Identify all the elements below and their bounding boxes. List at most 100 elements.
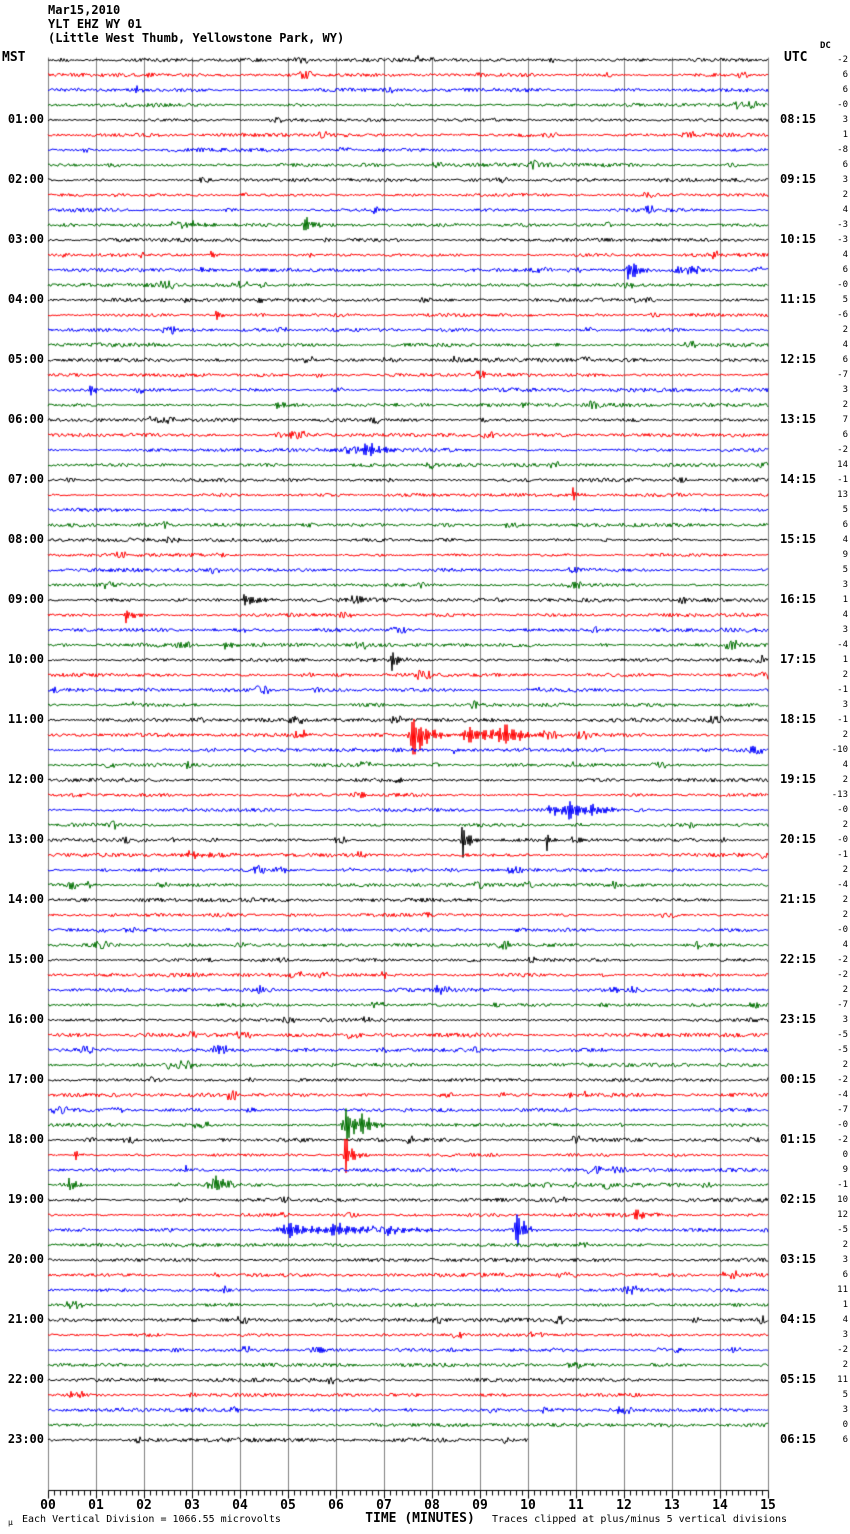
- dc-value: -2: [837, 1345, 848, 1355]
- dc-value: 13: [837, 490, 848, 500]
- x-tick-label: 11: [568, 1498, 584, 1513]
- mst-time-label: 17:00: [7, 1072, 44, 1086]
- dc-value: 2: [842, 985, 848, 995]
- dc-value: 11: [837, 1285, 848, 1295]
- x-tick-label: 15: [760, 1498, 776, 1513]
- dc-value: -3: [837, 235, 848, 245]
- dc-value: -1: [837, 850, 848, 860]
- dc-value: 1: [842, 595, 848, 605]
- dc-value: 3: [842, 1255, 848, 1265]
- dc-value: 3: [842, 1405, 848, 1415]
- mst-time-label: 12:00: [7, 772, 44, 786]
- dc-value: 12: [837, 1210, 848, 1220]
- dc-value: -0: [837, 925, 848, 935]
- dc-value: 2: [842, 910, 848, 920]
- utc-time-label: 10:15: [780, 232, 817, 246]
- dc-value: 4: [842, 340, 848, 350]
- utc-time-label: 17:15: [780, 652, 817, 666]
- dc-value: 2: [842, 670, 848, 680]
- utc-time-label: 04:15: [780, 1312, 817, 1326]
- utc-time-label: 15:15: [780, 532, 817, 546]
- dc-value: 2: [842, 730, 848, 740]
- x-tick-label: 12: [616, 1498, 632, 1513]
- mst-time-label: 11:00: [7, 712, 44, 726]
- mst-time-label: 14:00: [7, 892, 44, 906]
- dc-value: 6: [842, 85, 848, 95]
- dc-value: 6: [842, 70, 848, 80]
- mst-time-label: 15:00: [7, 952, 44, 966]
- mst-time-label: 07:00: [7, 472, 44, 486]
- mst-time-label: 08:00: [7, 532, 44, 546]
- dc-value: 2: [842, 820, 848, 830]
- dc-value: 11: [837, 1375, 848, 1385]
- mst-time-label: 18:00: [7, 1132, 44, 1146]
- dc-value: 6: [842, 265, 848, 275]
- dc-value: 3: [842, 175, 848, 185]
- dc-value: 2: [842, 190, 848, 200]
- utc-time-label: 09:15: [780, 172, 817, 186]
- x-axis-title: TIME (MINUTES): [365, 1511, 475, 1526]
- clip-note: Traces clipped at plus/minus 5 vertical …: [492, 1514, 788, 1525]
- dc-value: -4: [837, 880, 848, 890]
- mst-time-label: 05:00: [7, 352, 44, 366]
- dc-value: 4: [842, 535, 848, 545]
- mst-time-label: 23:00: [7, 1432, 44, 1446]
- dc-value: -1: [837, 685, 848, 695]
- mst-time-label: 13:00: [7, 832, 44, 846]
- dc-value: -2: [837, 55, 848, 65]
- dc-value: 1: [842, 1300, 848, 1310]
- dc-value: -0: [837, 1120, 848, 1130]
- dc-value: -5: [837, 1045, 848, 1055]
- utc-time-label: 22:15: [780, 952, 817, 966]
- utc-time-label: 08:15: [780, 112, 817, 126]
- dc-value: -7: [837, 1000, 848, 1010]
- dc-value: 2: [842, 865, 848, 875]
- mst-time-label: 03:00: [7, 232, 44, 246]
- utc-time-label: 19:15: [780, 772, 817, 786]
- dc-value: 3: [842, 1330, 848, 1340]
- dc-value: 4: [842, 940, 848, 950]
- dc-value: -2: [837, 970, 848, 980]
- x-tick-label: 02: [136, 1498, 152, 1513]
- mst-time-label: 01:00: [7, 112, 44, 126]
- dc-value: -0: [837, 805, 848, 815]
- utc-time-label: 12:15: [780, 352, 817, 366]
- x-tick-label: 06: [328, 1498, 344, 1513]
- dc-value: 3: [842, 700, 848, 710]
- mst-time-label: 09:00: [7, 592, 44, 606]
- mst-time-label: 21:00: [7, 1312, 44, 1326]
- dc-value: 5: [842, 295, 848, 305]
- dc-value: 6: [842, 430, 848, 440]
- dc-value: 5: [842, 565, 848, 575]
- utc-time-label: 11:15: [780, 292, 817, 306]
- dc-value: 9: [842, 1165, 848, 1175]
- dc-value: -2: [837, 955, 848, 965]
- dc-value: 3: [842, 385, 848, 395]
- mst-time-label: 06:00: [7, 412, 44, 426]
- mst-time-label: 02:00: [7, 172, 44, 186]
- x-tick-label: 10: [520, 1498, 536, 1513]
- dc-value: 2: [842, 895, 848, 905]
- dc-value: -6: [837, 310, 848, 320]
- dc-value: 4: [842, 1315, 848, 1325]
- x-tick-label: 00: [40, 1498, 56, 1513]
- x-tick-label: 05: [280, 1498, 296, 1513]
- x-tick-label: 09: [472, 1498, 488, 1513]
- dc-value: -2: [837, 445, 848, 455]
- mst-time-label: 22:00: [7, 1372, 44, 1386]
- x-tick-label: 07: [376, 1498, 392, 1513]
- utc-time-label: 06:15: [780, 1432, 817, 1446]
- utc-time-label: 21:15: [780, 892, 817, 906]
- x-tick-label: 01: [88, 1498, 104, 1513]
- dc-value: 2: [842, 325, 848, 335]
- utc-time-label: 01:15: [780, 1132, 817, 1146]
- dc-value: 9: [842, 550, 848, 560]
- dc-value: -4: [837, 640, 848, 650]
- dc-value: 7: [842, 415, 848, 425]
- utc-time-label: 02:15: [780, 1192, 817, 1206]
- dc-value: -1: [837, 1180, 848, 1190]
- dc-value: 1: [842, 655, 848, 665]
- dc-value: 0: [842, 1150, 848, 1160]
- dc-value: 3: [842, 115, 848, 125]
